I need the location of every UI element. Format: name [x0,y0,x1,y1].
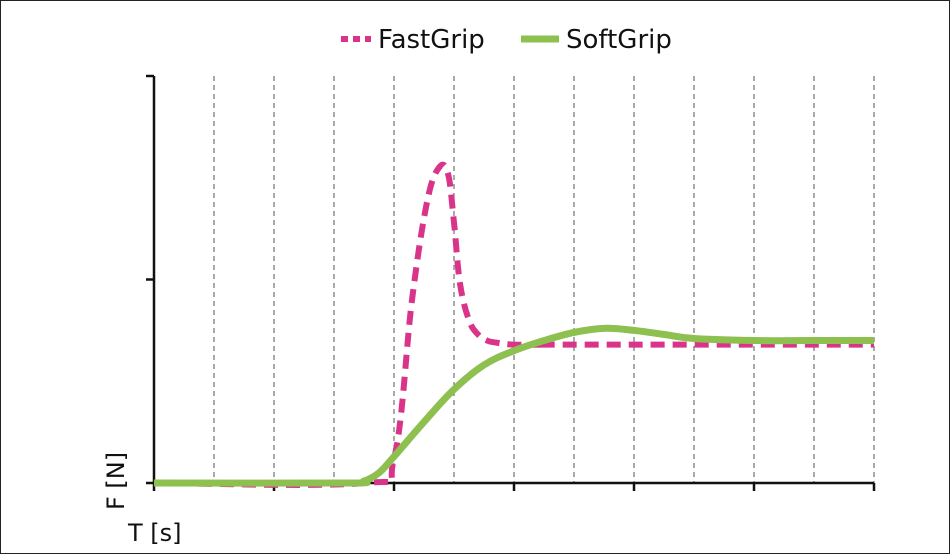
x-axis-label: T [s] [127,519,182,547]
legend: FastGrip SoftGrip [341,25,672,55]
legend-label-fastgrip: FastGrip [378,25,485,55]
grid-lines [213,76,875,483]
legend-label-softgrip: SoftGrip [566,25,672,55]
series-line-softgrip [153,324,874,487]
axes [146,74,876,491]
series-lines [153,161,874,488]
y-axis-label: F [N] [102,452,130,510]
